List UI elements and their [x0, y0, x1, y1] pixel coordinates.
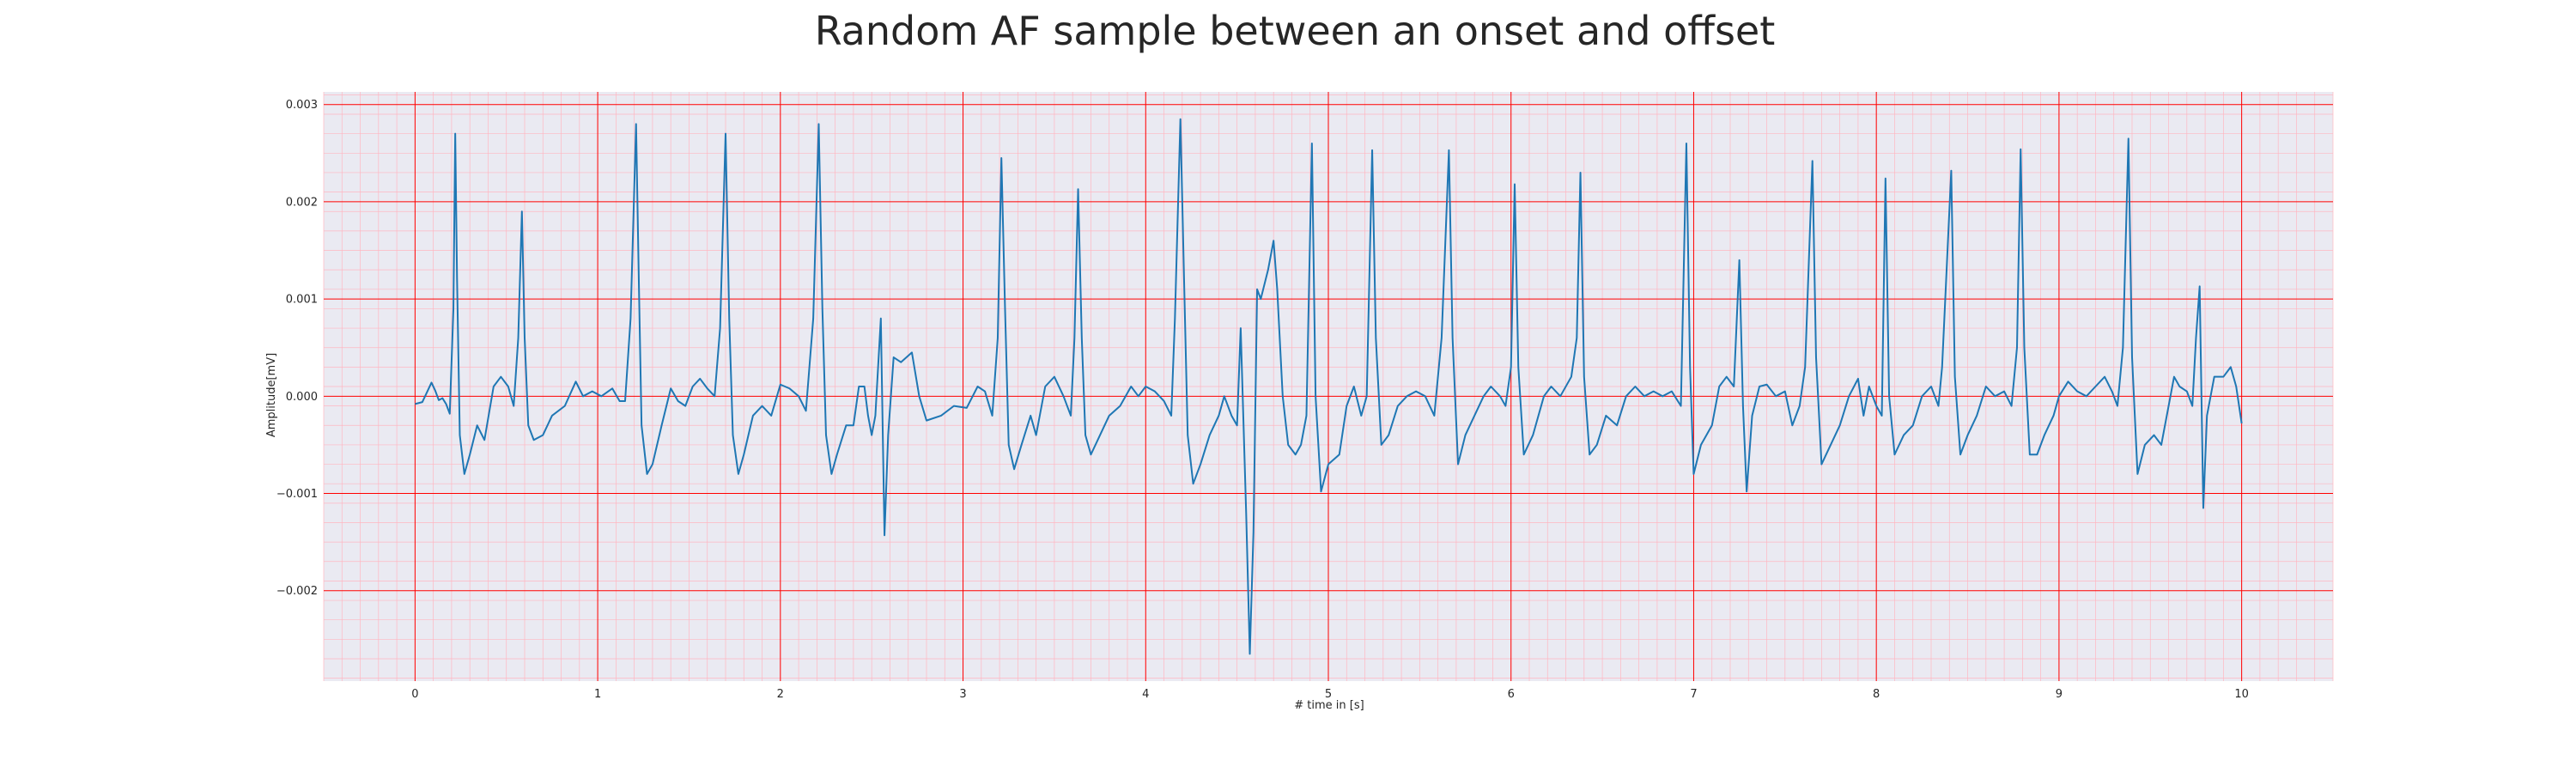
y-tick-label: −0.001: [276, 488, 318, 501]
y-tick-label: 0.000: [286, 391, 318, 404]
x-tick-label: 6: [1508, 688, 1515, 701]
x-axis-label: # time in [s]: [1294, 699, 1364, 712]
x-tick-label: 4: [1142, 688, 1149, 701]
y-tick-label: 0.003: [286, 99, 318, 112]
x-tick-label: 8: [1873, 688, 1880, 701]
x-tick-label: 1: [594, 688, 601, 701]
x-tick-label: 7: [1690, 688, 1697, 701]
y-tick-label: −0.002: [276, 585, 318, 598]
y-tick-labels: −0.002 −0.001 0.000 0.001 0.002 0.003: [276, 99, 318, 598]
y-axis-label: Amplitude[mV]: [265, 353, 278, 437]
x-tick-label: 3: [959, 688, 966, 701]
x-tick-label: 0: [411, 688, 418, 701]
x-tick-label: 10: [2234, 688, 2249, 701]
chart-title: Random AF sample between an onset and of…: [815, 8, 1776, 54]
x-tick-label: 9: [2056, 688, 2063, 701]
y-tick-label: 0.002: [286, 196, 318, 209]
y-tick-label: 0.001: [286, 294, 318, 307]
x-tick-label: 2: [777, 688, 784, 701]
